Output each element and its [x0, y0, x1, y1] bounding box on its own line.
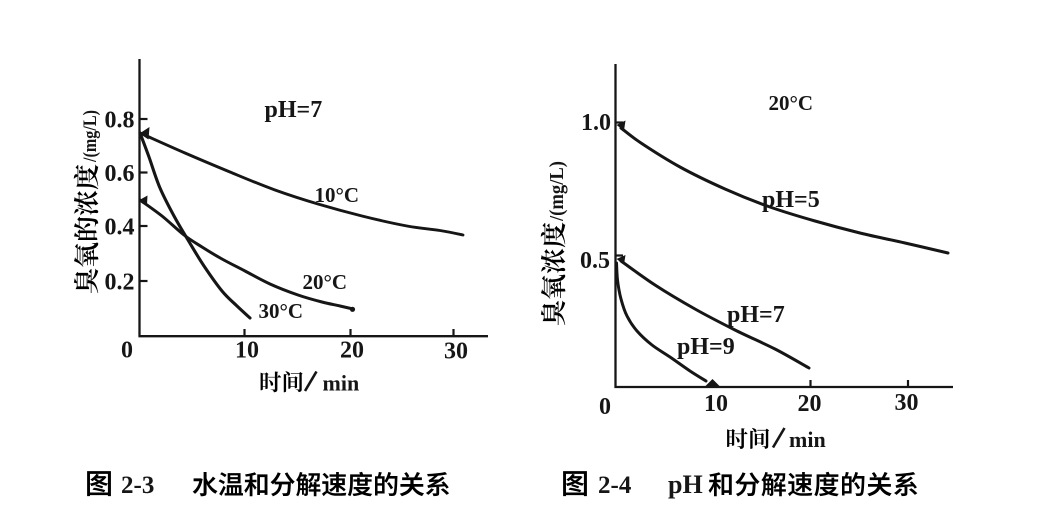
- svg-text:20: 20: [340, 338, 364, 364]
- svg-text:2-3: 2-3: [121, 472, 154, 499]
- svg-text:30°C: 30°C: [259, 299, 304, 323]
- svg-text:0: 0: [121, 338, 133, 364]
- svg-text:pH=5: pH=5: [762, 187, 820, 213]
- svg-text:0.2: 0.2: [105, 270, 135, 296]
- svg-text:pH=9: pH=9: [677, 334, 735, 360]
- svg-text:0.5: 0.5: [580, 248, 610, 274]
- svg-text:20°C: 20°C: [303, 270, 348, 294]
- svg-text:10°C: 10°C: [315, 183, 360, 207]
- svg-text:0.8: 0.8: [105, 108, 135, 134]
- svg-text:0.4: 0.4: [105, 215, 135, 241]
- svg-text:min: min: [789, 427, 826, 452]
- svg-text:30: 30: [895, 390, 919, 416]
- svg-text:10: 10: [704, 391, 728, 417]
- svg-text:30: 30: [444, 339, 468, 365]
- svg-text:20: 20: [798, 391, 822, 417]
- svg-text:pH: pH: [668, 470, 703, 499]
- svg-text:20°C: 20°C: [769, 91, 814, 115]
- svg-text:1.0: 1.0: [581, 110, 611, 136]
- svg-text:min: min: [323, 370, 360, 395]
- svg-text:/(mg/L): /(mg/L): [546, 161, 568, 222]
- svg-text:/(mg/L): /(mg/L): [80, 110, 101, 163]
- svg-text:pH=7: pH=7: [727, 302, 785, 328]
- svg-text:2-4: 2-4: [598, 472, 632, 499]
- svg-text:0: 0: [599, 394, 611, 420]
- svg-text:pH=7: pH=7: [265, 97, 323, 123]
- svg-text:10: 10: [235, 338, 259, 364]
- svg-text:0.6: 0.6: [105, 161, 135, 187]
